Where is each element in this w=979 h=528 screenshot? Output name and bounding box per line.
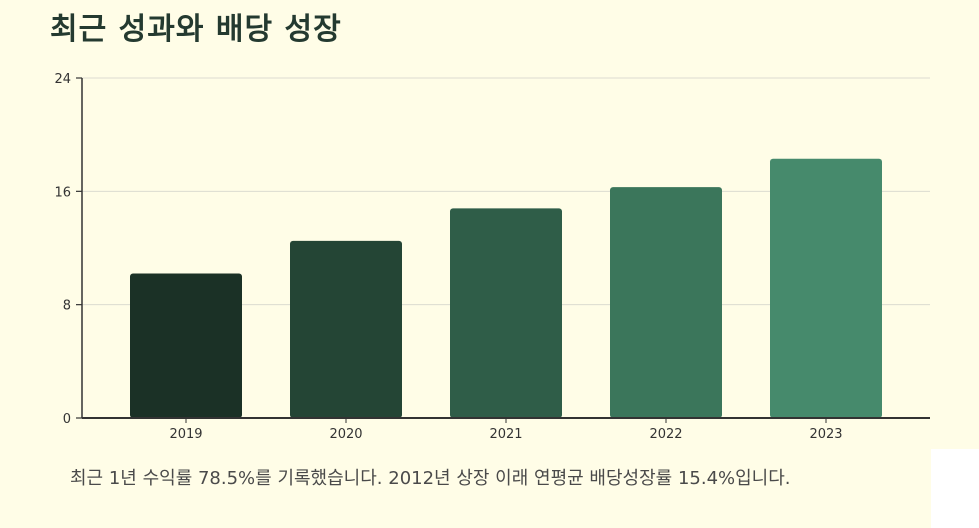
y-tick-label: 8 bbox=[63, 299, 71, 314]
bar-2023 bbox=[770, 158, 882, 418]
bar-layer bbox=[130, 158, 882, 418]
y-tick-label: 16 bbox=[54, 185, 71, 200]
y-tick-label: 24 bbox=[54, 72, 71, 87]
y-tick-label: 0 bbox=[63, 412, 71, 427]
chart-title: 최근 성과와 배당 성장 bbox=[50, 12, 342, 47]
bar-2022 bbox=[610, 187, 722, 418]
x-tick-label: 2022 bbox=[649, 427, 682, 442]
bar-2019 bbox=[130, 273, 242, 418]
x-tick-label: 2023 bbox=[809, 427, 842, 442]
bar-2021 bbox=[450, 208, 562, 418]
background-notch bbox=[931, 449, 979, 528]
label-layer: 0 8 16 24 2019 2020 2021 2022 2023 bbox=[54, 72, 842, 442]
bar-2020 bbox=[290, 240, 402, 418]
x-tick-label: 2019 bbox=[169, 427, 202, 442]
summary-text: 최근 1년 수익률 78.5%를 기록했습니다. 2012년 상장 이래 연평균… bbox=[70, 468, 791, 489]
x-tick-label: 2020 bbox=[329, 427, 362, 442]
axis-layer bbox=[76, 77, 930, 423]
bar-chart: 0 8 16 24 2019 2020 2021 2022 2023 bbox=[54, 72, 930, 442]
x-tick-label: 2021 bbox=[489, 427, 522, 442]
